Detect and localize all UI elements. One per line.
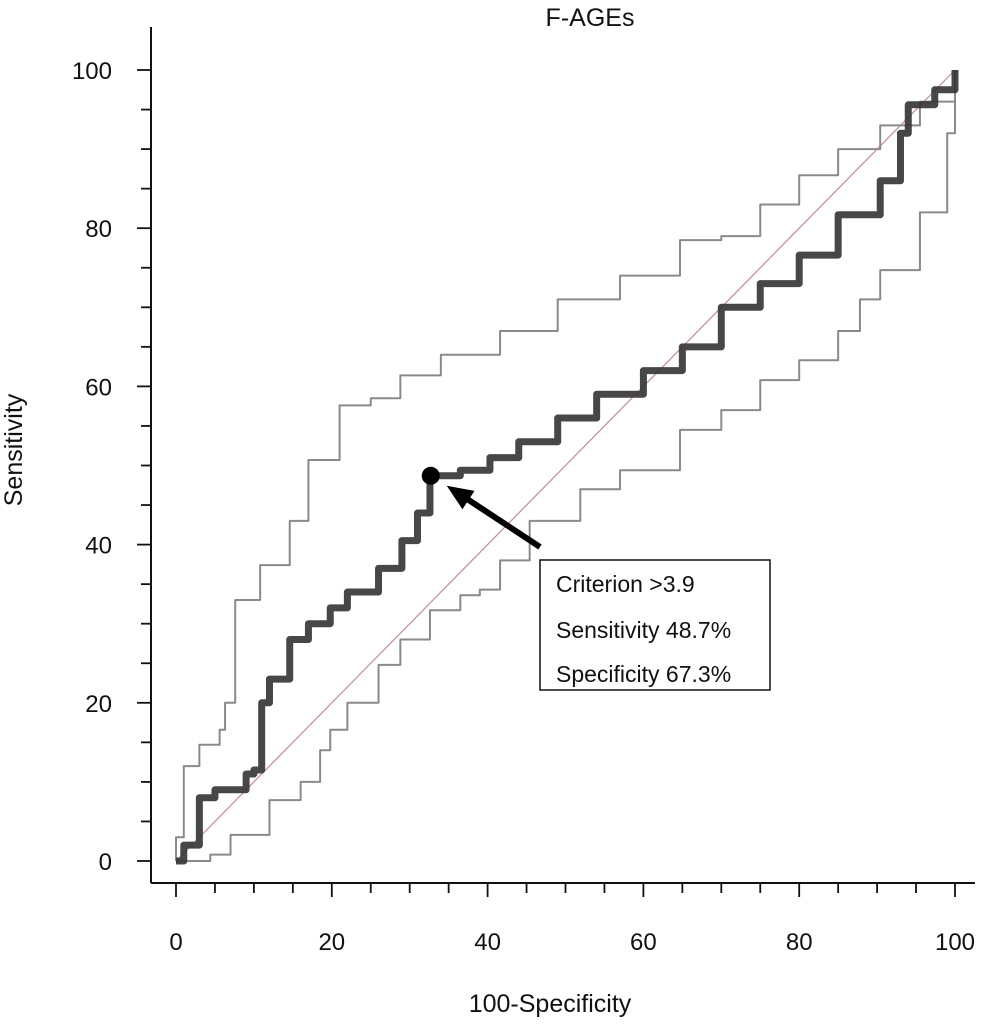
- annotation-arrow: [459, 492, 542, 550]
- y-tick-label: 60: [85, 374, 112, 401]
- y-tick-label: 40: [85, 533, 112, 560]
- y-tick-label: 100: [72, 58, 112, 85]
- x-tick-label: 0: [169, 929, 182, 956]
- y-tick-label: 0: [99, 849, 112, 876]
- x-axis-label: 100-Specificity: [469, 990, 632, 1018]
- arrow-head-icon: [446, 485, 475, 510]
- y-axis-label: Sensitivity: [0, 393, 28, 506]
- x-tick-label: 60: [630, 929, 657, 956]
- annotation-box: Criterion >3.9 Sensitivity 48.7% Specifi…: [539, 559, 771, 691]
- y-tick-label: 20: [85, 691, 112, 718]
- annotation-sensitivity: Sensitivity 48.7%: [556, 617, 731, 643]
- reference-diagonal: [175, 69, 956, 862]
- x-tick-label: 100: [935, 929, 975, 956]
- x-tick-label: 80: [786, 929, 813, 956]
- cutoff-point-marker: [421, 466, 440, 485]
- chart-title: F-AGEs: [546, 4, 635, 32]
- lower-ci-curve: [176, 70, 956, 862]
- annotation-criterion: Criterion >3.9: [556, 571, 695, 597]
- annotation-specificity: Specificity 67.3%: [556, 661, 731, 687]
- y-tick-label: 80: [85, 216, 112, 243]
- upper-ci-curve: [175, 70, 956, 861]
- x-tick-label: 40: [474, 929, 501, 956]
- annotation-frame: [539, 559, 771, 691]
- x-tick-label: 20: [318, 929, 345, 956]
